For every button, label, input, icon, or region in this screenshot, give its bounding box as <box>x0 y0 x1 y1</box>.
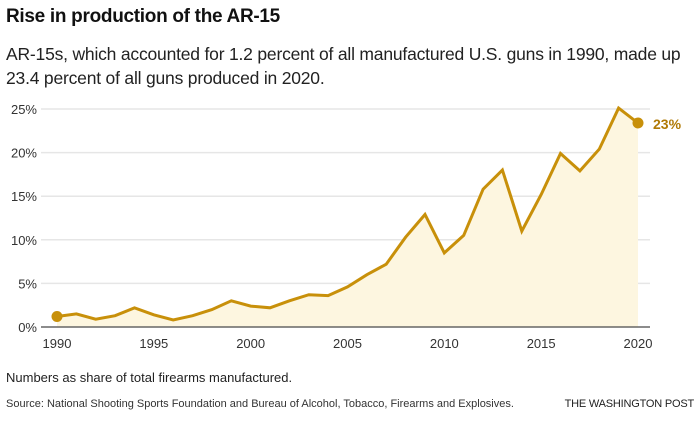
x-tick-label: 2000 <box>236 336 265 351</box>
x-tick-label: 2005 <box>333 336 362 351</box>
y-tick-label: 5% <box>18 276 37 291</box>
x-tick-label: 2015 <box>527 336 556 351</box>
chart-subtitle: AR-15s, which accounted for 1.2 percent … <box>6 44 681 88</box>
y-tick-label: 15% <box>11 189 37 204</box>
series-line <box>56 105 639 322</box>
source-note: Source: National Shooting Sports Foundat… <box>6 398 514 410</box>
x-tick-label: 1990 <box>43 336 72 351</box>
area-fill <box>57 108 638 327</box>
chart-note: Numbers as share of total firearms manuf… <box>6 370 293 385</box>
end-value-label: 23% <box>653 116 682 132</box>
x-tick-label: 2010 <box>430 336 459 351</box>
y-tick-label: 10% <box>11 233 37 248</box>
chart-title: Rise in production of the AR-15 <box>6 6 280 27</box>
publisher-credit: THE WASHINGTON POST <box>564 398 695 410</box>
endpoint-marker <box>632 117 644 129</box>
y-tick-label: 25% <box>11 102 37 117</box>
endpoint-marker <box>51 311 63 323</box>
y-tick-label: 20% <box>11 146 37 161</box>
x-tick-label: 2020 <box>624 336 653 351</box>
x-tick-label: 1995 <box>139 336 168 351</box>
y-tick-label: 0% <box>18 320 37 335</box>
